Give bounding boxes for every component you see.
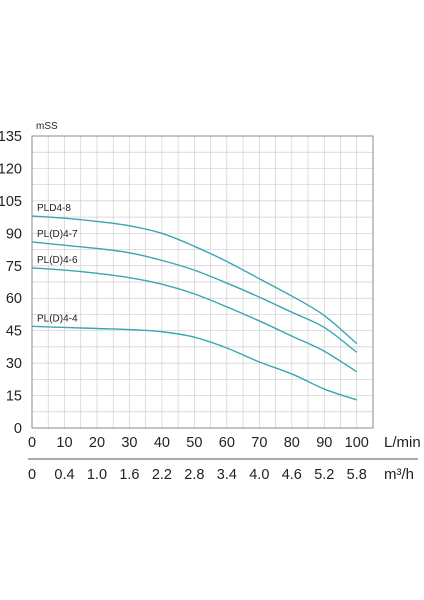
y-tick-label: 105	[0, 194, 22, 210]
series-label-2: PL(D)4-6	[37, 255, 78, 266]
x-tick-label: 10	[56, 435, 72, 451]
x2-tick-label: 2.8	[184, 467, 204, 483]
series-labels: PLD4-8 PL(D)4-7 PL(D)4-6 PL(D)4-4	[37, 203, 78, 324]
y-tick-label: 90	[6, 226, 22, 242]
plot-frame	[31, 135, 374, 429]
series-line-3	[31, 325, 357, 401]
x2-tick-label: 5.2	[314, 467, 334, 483]
x-tick-label: 90	[316, 435, 332, 451]
plot-border	[31, 135, 374, 429]
x2-axis-ticks: 0 0.4 1.0 1.6 2.2 2.8 3.4 4.0 4.6 5.2 5.8	[28, 467, 367, 483]
y-tick-label: 60	[6, 291, 22, 307]
x2-tick-label: 5.8	[347, 467, 367, 483]
x-tick-label: 100	[345, 435, 369, 451]
x-tick-label: 0	[28, 435, 36, 451]
x2-tick-label: 2.2	[152, 467, 172, 483]
series-label-0: PLD4-8	[37, 203, 71, 214]
series-line-2	[31, 267, 358, 373]
series-label-1: PL(D)4-7	[37, 229, 78, 240]
x2-tick-label: 4.0	[249, 467, 269, 483]
series-line-1	[31, 241, 358, 353]
y-tick-label: 30	[6, 356, 22, 372]
x-tick-label: 80	[284, 435, 300, 451]
x-axis-ticks: 0 10 20 30 40 50 60 70 80 90 100	[28, 435, 369, 451]
x2-tick-label: 1.6	[119, 467, 139, 483]
x2-tick-label: 0.4	[54, 467, 74, 483]
y-tick-label: 135	[0, 129, 22, 145]
series-line-0	[31, 215, 358, 345]
x2-tick-label: 4.6	[282, 467, 302, 483]
y-tick-label: 120	[0, 161, 22, 177]
y-tick-label: 0	[14, 421, 22, 437]
x-tick-label: 50	[186, 435, 202, 451]
series-label-3: PL(D)4-4	[37, 313, 78, 324]
x2-axis-label: m³/h	[384, 466, 414, 483]
x-tick-label: 40	[154, 435, 170, 451]
x-tick-label: 70	[251, 435, 267, 451]
y-tick-label: 15	[6, 389, 22, 405]
x2-tick-label: 0	[28, 467, 36, 483]
y-axis-label: mSS	[36, 121, 58, 132]
x-tick-label: 60	[219, 435, 235, 451]
x2-tick-label: 3.4	[217, 467, 237, 483]
curves	[31, 215, 358, 401]
y-tick-label: 45	[6, 324, 22, 340]
grid	[32, 136, 373, 428]
y-axis-ticks: 0 15 30 45 60 75 90 105 120 135	[0, 129, 22, 437]
x-tick-label: 20	[89, 435, 105, 451]
x-axis-label: L/min	[384, 434, 421, 451]
x2-tick-label: 1.0	[87, 467, 107, 483]
x-tick-label: 30	[121, 435, 137, 451]
y-tick-label: 75	[6, 259, 22, 275]
